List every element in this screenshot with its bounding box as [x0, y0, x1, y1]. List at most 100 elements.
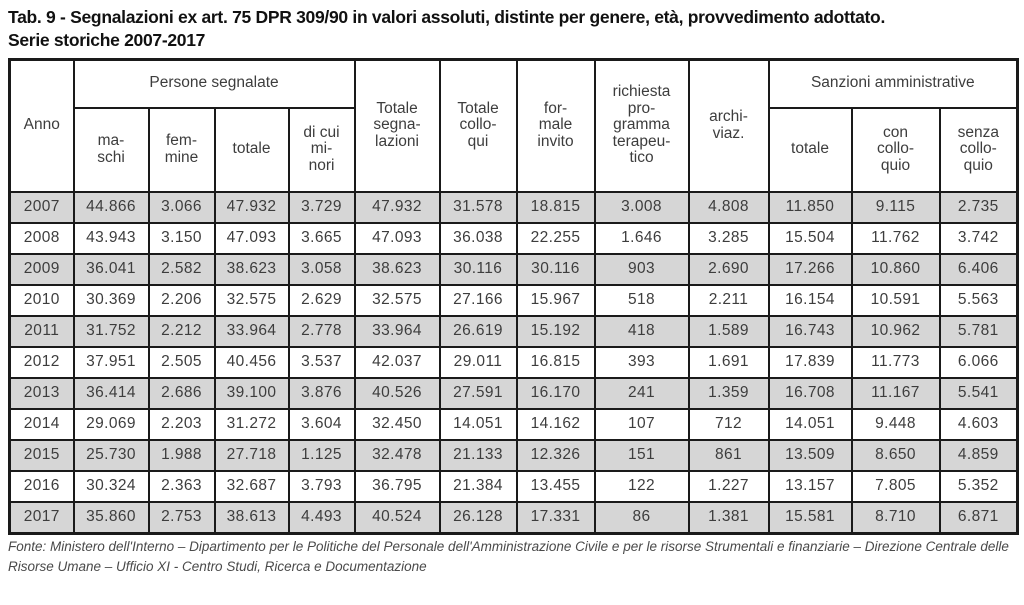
value-cell: 30.324: [72, 469, 150, 503]
value-cell: 31.272: [213, 407, 290, 441]
value-cell: 6.066: [938, 345, 1019, 379]
value-cell: 42.037: [353, 345, 441, 379]
value-cell: 3.150: [147, 221, 216, 255]
year-cell: 2009: [8, 252, 75, 286]
value-cell: 15.967: [515, 283, 596, 317]
value-cell: 712: [687, 407, 770, 441]
value-cell: 518: [593, 283, 690, 317]
value-cell: 16.170: [515, 376, 596, 410]
year-cell: 2008: [8, 221, 75, 255]
col-header-sanzioni-totale: totale: [767, 106, 853, 193]
table-title: Tab. 9 - Segnalazioni ex art. 75 DPR 309…: [8, 7, 886, 50]
value-cell: 18.815: [515, 190, 596, 224]
value-cell: 3.742: [938, 221, 1019, 255]
value-cell: 9.448: [850, 407, 941, 441]
value-cell: 32.575: [213, 283, 290, 317]
value-cell: 16.815: [515, 345, 596, 379]
value-cell: 33.964: [353, 314, 441, 348]
value-cell: 4.493: [287, 500, 356, 534]
value-cell: 151: [593, 438, 690, 472]
value-cell: 3.008: [593, 190, 690, 224]
value-cell: 14.051: [767, 407, 853, 441]
value-cell: 39.100: [213, 376, 290, 410]
value-cell: 2.690: [687, 252, 770, 286]
value-cell: 31.752: [72, 314, 150, 348]
col-header-anno: Anno: [8, 58, 75, 193]
value-cell: 25.730: [72, 438, 150, 472]
value-cell: 4.808: [687, 190, 770, 224]
value-cell: 8.650: [850, 438, 941, 472]
table-row: 2009 36.041 2.582 38.623 3.058 38.623 30.116 30…: [8, 252, 1019, 286]
year-cell: 2012: [8, 345, 75, 379]
value-cell: 36.041: [72, 252, 150, 286]
value-cell: 21.384: [438, 469, 518, 503]
col-group-persone-segnalate: Persone segnalate: [72, 58, 356, 109]
year-cell: 2010: [8, 283, 75, 317]
value-cell: 1.646: [593, 221, 690, 255]
value-cell: 22.255: [515, 221, 596, 255]
value-cell: 1.227: [687, 469, 770, 503]
value-cell: 38.623: [353, 252, 441, 286]
table-row: 2013 36.414 2.686 39.100 3.876 40.526 27.591 16…: [8, 376, 1019, 410]
value-cell: 14.051: [438, 407, 518, 441]
value-cell: 1.589: [687, 314, 770, 348]
value-cell: 27.718: [213, 438, 290, 472]
col-header-totale-colloqui: Totale collo- qui: [438, 58, 518, 193]
value-cell: 11.773: [850, 345, 941, 379]
value-cell: 16.708: [767, 376, 853, 410]
value-cell: 4.859: [938, 438, 1019, 472]
year-cell: 2013: [8, 376, 75, 410]
value-cell: 16.743: [767, 314, 853, 348]
value-cell: 3.876: [287, 376, 356, 410]
table-row: 2010 30.369 2.206 32.575 2.629 32.575 27.166 15…: [8, 283, 1019, 317]
value-cell: 29.011: [438, 345, 518, 379]
header-group-row: Anno Persone segnalate Totale segna- laz…: [8, 58, 1019, 193]
value-cell: 2.211: [687, 283, 770, 317]
value-cell: 13.455: [515, 469, 596, 503]
col-header-richiesta-programma: richiesta pro- gramma terapeu- tico: [593, 58, 690, 193]
value-cell: 3.285: [687, 221, 770, 255]
value-cell: 2.212: [147, 314, 216, 348]
value-cell: 36.795: [353, 469, 441, 503]
value-cell: 393: [593, 345, 690, 379]
value-cell: 30.116: [515, 252, 596, 286]
value-cell: 2.582: [147, 252, 216, 286]
value-cell: 36.038: [438, 221, 518, 255]
value-cell: 3.665: [287, 221, 356, 255]
value-cell: 15.504: [767, 221, 853, 255]
value-cell: 10.962: [850, 314, 941, 348]
value-cell: 11.762: [850, 221, 941, 255]
value-cell: 903: [593, 252, 690, 286]
value-cell: 2.206: [147, 283, 216, 317]
value-cell: 40.526: [353, 376, 441, 410]
value-cell: 6.406: [938, 252, 1019, 286]
value-cell: 16.154: [767, 283, 853, 317]
table-row: 2017 35.860 2.753 38.613 4.493 40.524 26.128 17…: [8, 500, 1019, 534]
value-cell: 29.069: [72, 407, 150, 441]
value-cell: 1.691: [687, 345, 770, 379]
value-cell: 14.162: [515, 407, 596, 441]
value-cell: 3.537: [287, 345, 356, 379]
value-cell: 86: [593, 500, 690, 534]
value-cell: 4.603: [938, 407, 1019, 441]
table-row: 2007 44.866 3.066 47.932 3.729 47.932 31.578 18…: [8, 190, 1019, 224]
value-cell: 32.687: [213, 469, 290, 503]
year-cell: 2007: [8, 190, 75, 224]
value-cell: 3.729: [287, 190, 356, 224]
value-cell: 2.753: [147, 500, 216, 534]
value-cell: 15.192: [515, 314, 596, 348]
value-cell: 1.125: [287, 438, 356, 472]
value-cell: 13.509: [767, 438, 853, 472]
value-cell: 47.932: [213, 190, 290, 224]
table-row: 2011 31.752 2.212 33.964 2.778 33.964 26.619 15…: [8, 314, 1019, 348]
value-cell: 21.133: [438, 438, 518, 472]
col-header-totale-segnalazioni: Totale segna- lazioni: [353, 58, 441, 193]
value-cell: 5.563: [938, 283, 1019, 317]
value-cell: 17.266: [767, 252, 853, 286]
col-header-maschi: ma- schi: [72, 106, 150, 193]
value-cell: 43.943: [72, 221, 150, 255]
col-header-totale: totale: [213, 106, 290, 193]
value-cell: 26.619: [438, 314, 518, 348]
value-cell: 2.505: [147, 345, 216, 379]
